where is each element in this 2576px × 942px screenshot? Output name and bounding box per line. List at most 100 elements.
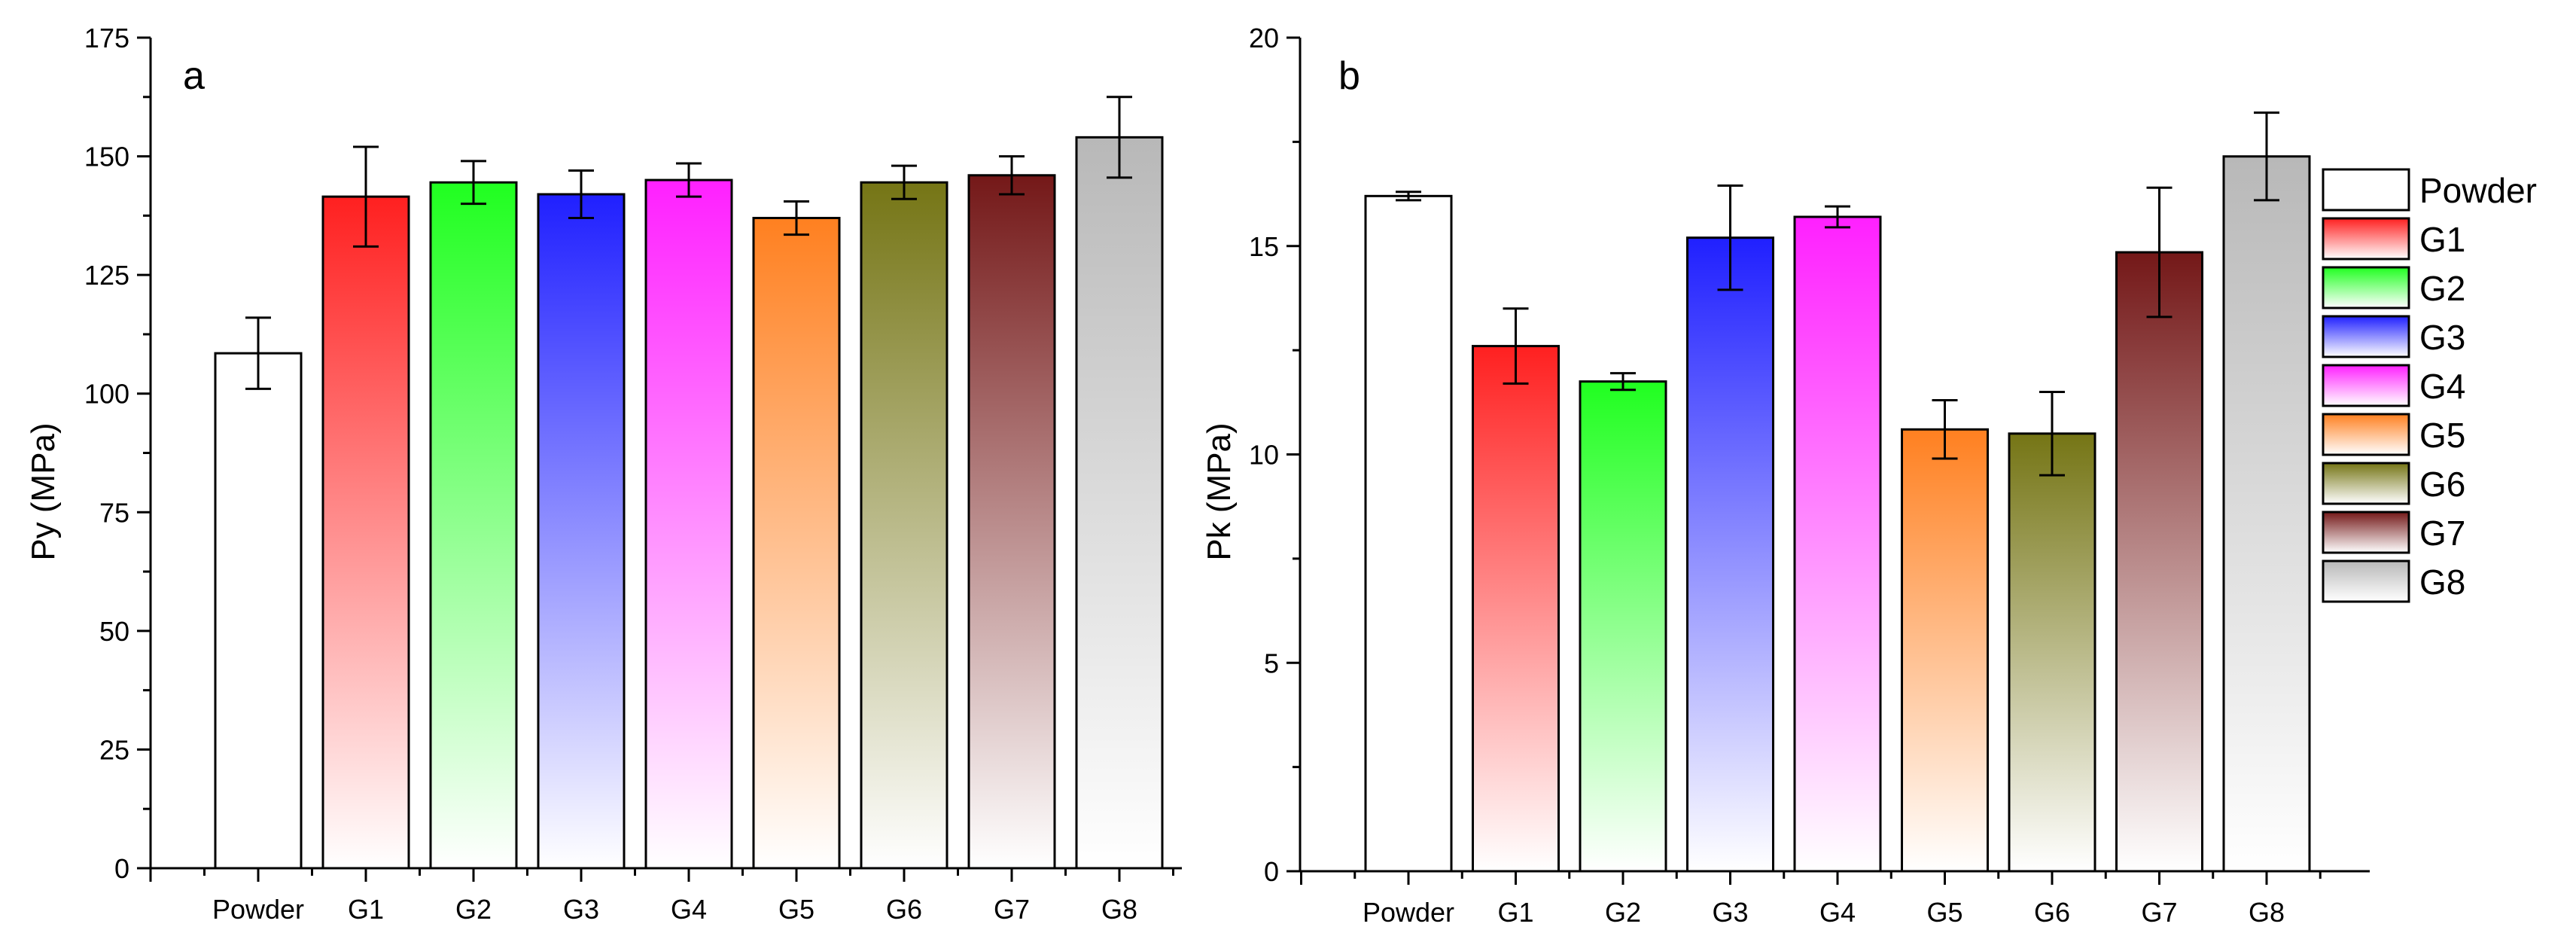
y-axis-title-a: Py (MPa) xyxy=(25,422,62,560)
y-tick-label-b: 0 xyxy=(1264,856,1279,887)
bar-b-g5 xyxy=(1901,428,1989,873)
y-tick-label-a: 100 xyxy=(84,379,129,410)
legend-label-powder: Powder xyxy=(2419,171,2537,210)
legend-label-g4: G4 xyxy=(2419,367,2465,406)
legend-swatch-g5 xyxy=(2322,413,2410,456)
error-bar-a-g2 xyxy=(461,160,486,206)
x-tick-label-b-g2: G2 xyxy=(1605,897,1641,928)
legend-swatch-g8 xyxy=(2322,559,2410,603)
bar-a-g5 xyxy=(752,217,841,870)
error-bar-b-g8 xyxy=(2254,111,2279,202)
bar-a-g6 xyxy=(860,181,948,870)
x-tick-label-a-g6: G6 xyxy=(886,894,922,925)
legend-swatch-g1 xyxy=(2322,217,2410,261)
x-tick-label-b-g7: G7 xyxy=(2141,897,2177,928)
legend-label-g3: G3 xyxy=(2419,318,2465,357)
bars-b xyxy=(1364,155,2311,873)
bar-a-g3 xyxy=(537,193,626,870)
bar-a-g4 xyxy=(644,178,733,870)
y-tick-label-a: 75 xyxy=(99,497,129,528)
bar-b-g3 xyxy=(1686,236,1774,873)
x-tick-label-a-powder: Powder xyxy=(212,894,304,925)
y-tick-label-b: 20 xyxy=(1249,23,1279,53)
y-ticks-b: 0 5 10 15 20 xyxy=(1249,23,1300,887)
x-tick-label-b-g1: G1 xyxy=(1497,897,1533,928)
bar-b-g8 xyxy=(2222,155,2311,873)
error-bar-b-g7 xyxy=(2146,186,2173,319)
bar-a-g2 xyxy=(429,181,518,870)
bars-a xyxy=(214,136,1164,870)
legend-swatch-g4 xyxy=(2322,364,2410,407)
legend-label-g6: G6 xyxy=(2419,465,2465,504)
error-bar-b-g1 xyxy=(1503,307,1529,385)
legend-label-g2: G2 xyxy=(2419,269,2465,308)
x-ticks-a: Powder G1 G2 G3 G4 G5 G6 G7 G8 xyxy=(149,868,1174,925)
legend-swatch-g2 xyxy=(2322,266,2410,309)
x-tick-label-b-powder: Powder xyxy=(1363,897,1454,928)
bar-b-g6 xyxy=(2008,432,2096,873)
chart-panel-a: a Py (MPa) 0 25 50 75 100 125 150 175 Powder G1 G… xyxy=(25,23,1182,925)
bar-b-g1 xyxy=(1472,345,1560,873)
x-tick-label-a-g7: G7 xyxy=(994,894,1030,925)
y-tick-label-b: 5 xyxy=(1264,648,1279,678)
bar-a-g1 xyxy=(321,195,410,870)
legend-label-g8: G8 xyxy=(2419,562,2465,602)
error-bar-b-g3 xyxy=(1717,184,1743,291)
x-tick-label-a-g2: G2 xyxy=(455,894,492,925)
x-tick-label-b-g6: G6 xyxy=(2034,897,2070,928)
error-bar-b-g6 xyxy=(2039,390,2065,477)
y-tick-label-a: 150 xyxy=(84,142,129,172)
panel-label-a: a xyxy=(183,54,205,98)
chart-panel-b: b Pk (MPa) 0 5 10 15 20 Powder G1 G2 G3 G4 G5 G6 G7… xyxy=(1201,23,2537,928)
bar-a-g8 xyxy=(1075,136,1164,870)
panel-label-b: b xyxy=(1338,54,1360,98)
y-tick-label-a: 175 xyxy=(84,23,129,53)
error-bar-a-g5 xyxy=(784,200,809,236)
error-bar-b-g4 xyxy=(1825,205,1850,229)
bar-b-powder xyxy=(1364,194,1453,873)
x-ticks-b: Powder G1 G2 G3 G4 G5 G6 G7 G8 xyxy=(1300,871,2322,928)
error-bar-b-g2 xyxy=(1610,372,1636,392)
legend-label-g5: G5 xyxy=(2419,416,2465,455)
y-tick-label-a: 0 xyxy=(114,853,129,884)
x-tick-label-b-g8: G8 xyxy=(2249,897,2285,928)
bar-a-g7 xyxy=(967,174,1056,870)
y-tick-label-a: 125 xyxy=(84,260,129,291)
legend-swatch-g3 xyxy=(2322,315,2410,358)
error-bar-a-g4 xyxy=(676,162,702,198)
error-bar-b-g5 xyxy=(1932,399,1958,460)
y-ticks-a: 0 25 50 75 100 125 150 175 xyxy=(84,23,151,884)
error-bars-b xyxy=(1396,111,2279,477)
y-tick-label-b: 15 xyxy=(1249,231,1279,262)
legend-swatch-powder xyxy=(2322,168,2410,212)
y-tick-label-b: 10 xyxy=(1249,440,1279,471)
x-tick-label-b-g4: G4 xyxy=(1819,897,1856,928)
error-bar-a-g7 xyxy=(999,155,1025,196)
y-axis-title-b: Pk (MPa) xyxy=(1201,422,1238,560)
error-bar-a-g3 xyxy=(568,169,594,220)
x-tick-label-b-g5: G5 xyxy=(1926,897,1962,928)
y-tick-label-a: 25 xyxy=(99,734,129,765)
x-tick-label-a-g3: G3 xyxy=(563,894,599,925)
x-tick-label-a-g4: G4 xyxy=(671,894,707,925)
error-bar-a-g8 xyxy=(1107,96,1132,179)
x-tick-label-a-g8: G8 xyxy=(1101,894,1137,925)
legend-label-g7: G7 xyxy=(2419,514,2465,553)
bar-b-g2 xyxy=(1579,380,1667,873)
error-bars-a xyxy=(245,96,1132,390)
x-tick-label-b-g3: G3 xyxy=(1712,897,1748,928)
error-bar-a-g6 xyxy=(891,164,917,200)
legend-swatch-g7 xyxy=(2322,511,2410,554)
bar-a-powder xyxy=(214,352,303,870)
legend-swatch-g6 xyxy=(2322,462,2410,505)
error-bar-b-powder xyxy=(1396,191,1421,202)
legend: Powder G1 G2 G3 G4 G5 G6 G7 G8 xyxy=(2322,168,2537,603)
x-tick-label-a-g1: G1 xyxy=(348,894,384,925)
bar-b-g4 xyxy=(1793,215,1882,873)
legend-label-g1: G1 xyxy=(2419,220,2465,259)
y-tick-label-a: 50 xyxy=(99,616,129,647)
error-bar-a-g1 xyxy=(353,145,379,248)
error-bar-a-powder xyxy=(245,316,271,390)
x-tick-label-a-g5: G5 xyxy=(778,894,815,925)
